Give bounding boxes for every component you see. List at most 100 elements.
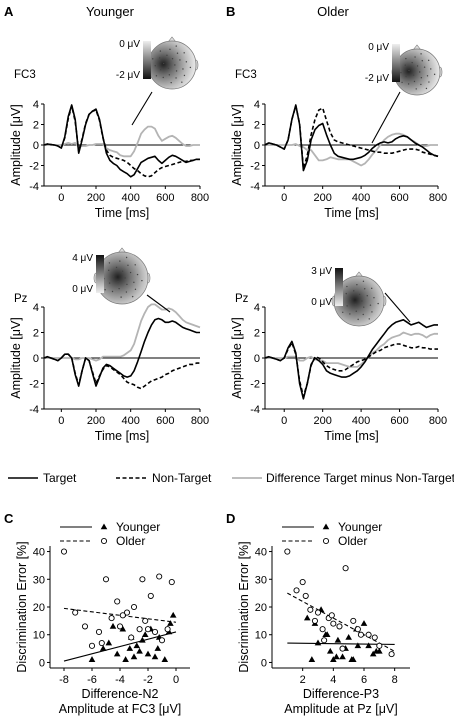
electrode-dot (420, 76, 423, 79)
electrode-dot (183, 52, 185, 54)
point-older (330, 620, 337, 627)
point-older (72, 609, 79, 616)
electrode-dot (125, 256, 128, 259)
electrode-dot (129, 271, 132, 274)
y-tick-label: 2 (33, 328, 39, 340)
electrode-dot (366, 295, 368, 297)
y-tick-label: -2 (29, 379, 39, 391)
electrode-dot (170, 81, 172, 84)
electrode-dot (346, 285, 348, 288)
x-tick-label: 0 (281, 415, 287, 427)
point-younger (151, 653, 159, 660)
x-axis-label: Time [ms] (324, 429, 378, 443)
panel-letter: C (4, 511, 14, 526)
point-older (95, 628, 103, 636)
point-younger (126, 645, 134, 651)
point-younger (360, 620, 368, 626)
point-younger (339, 653, 346, 660)
colorbar-bottom-label: 0 μV (311, 297, 332, 308)
colorbar-top-label: 0 μV (368, 42, 389, 53)
series-line-target (43, 317, 200, 387)
point-younger (136, 647, 143, 654)
point-older (354, 626, 361, 633)
legend-label-target: Target (43, 471, 77, 485)
y-tick-label: 2 (254, 328, 260, 340)
series-line-target (264, 319, 438, 400)
electrode-dot (353, 290, 355, 292)
point-older (336, 623, 343, 630)
electrode-dot (428, 81, 430, 83)
channel-label: Pz (14, 293, 28, 305)
y-tick-label: -4 (250, 181, 260, 193)
electrode-dot (133, 281, 135, 284)
legend-label-difference: Difference Target minus Non-Target (266, 471, 454, 485)
point-younger (372, 647, 380, 654)
x-tick-label: 200 (87, 415, 105, 427)
x-tick-label: 200 (87, 192, 105, 204)
point-older (164, 626, 171, 633)
point-older (114, 598, 121, 605)
electrode-dot (416, 65, 419, 67)
x-tick-label: 0 (281, 192, 287, 204)
electrode-dot (131, 295, 134, 298)
y-tick-label: 0 (261, 657, 267, 669)
electrode-dot (183, 74, 186, 77)
electrode-dot (433, 73, 436, 76)
scalp-map (391, 44, 443, 96)
electrode-dot (405, 75, 407, 78)
x-tick-label: 200 (313, 415, 331, 427)
point-older (147, 592, 154, 599)
panel-letter: B (226, 4, 235, 19)
point-older (144, 626, 152, 633)
legend-marker-younger (100, 523, 108, 530)
electrode-dot (373, 297, 375, 299)
x-tick-label: 800 (429, 192, 447, 204)
electrode-dot (115, 266, 118, 269)
electrode-dot (369, 304, 372, 306)
electrode-dot (175, 77, 177, 79)
electrode-dot (356, 284, 358, 286)
x-tick-label: 0 (58, 192, 64, 204)
point-older (314, 609, 322, 616)
x-tick-label: 6 (361, 674, 367, 686)
electrode-dot (363, 306, 365, 308)
point-younger (348, 656, 356, 662)
electrode-dot (415, 88, 417, 90)
point-older (116, 623, 124, 630)
electrode-dot (120, 296, 122, 298)
point-older (98, 639, 105, 647)
colorbar-bottom-label: -2 μV (365, 73, 389, 84)
x-tick-label: 800 (191, 192, 209, 204)
electrode-dot (141, 279, 143, 282)
x-tick-label: 0 (58, 415, 64, 427)
point-younger (113, 650, 121, 657)
point-younger (154, 645, 162, 651)
electrode-dot (362, 280, 365, 282)
electrode-dot (425, 87, 428, 90)
point-older (119, 612, 126, 619)
electrode-dot (175, 70, 178, 72)
y-tick-label: 0 (39, 657, 45, 669)
colorbar-top-label: 3 μV (311, 266, 332, 277)
electrode-dot (126, 283, 128, 286)
series-line-difference-target-minus-non-target (44, 125, 200, 158)
point-younger (169, 611, 177, 618)
point-older (339, 645, 346, 652)
series-line-difference-target-minus-non-target (265, 331, 438, 368)
electrode-dot (181, 81, 183, 83)
point-older (81, 623, 89, 630)
point-older (307, 606, 314, 613)
electrode-dot (159, 50, 162, 52)
electrode-dot (345, 292, 347, 295)
colorbar-bottom-label: -2 μV (116, 70, 140, 81)
electrode-dot (346, 305, 348, 307)
point-older (139, 576, 146, 583)
electrode-dot (404, 64, 406, 66)
fit-line-older (287, 592, 395, 652)
colorbar (335, 268, 343, 306)
point-older (168, 578, 175, 586)
point-younger (308, 656, 316, 662)
y-tick-label: 0 (33, 140, 39, 152)
legend-marker-older (322, 537, 330, 545)
series-line-target (264, 104, 439, 172)
